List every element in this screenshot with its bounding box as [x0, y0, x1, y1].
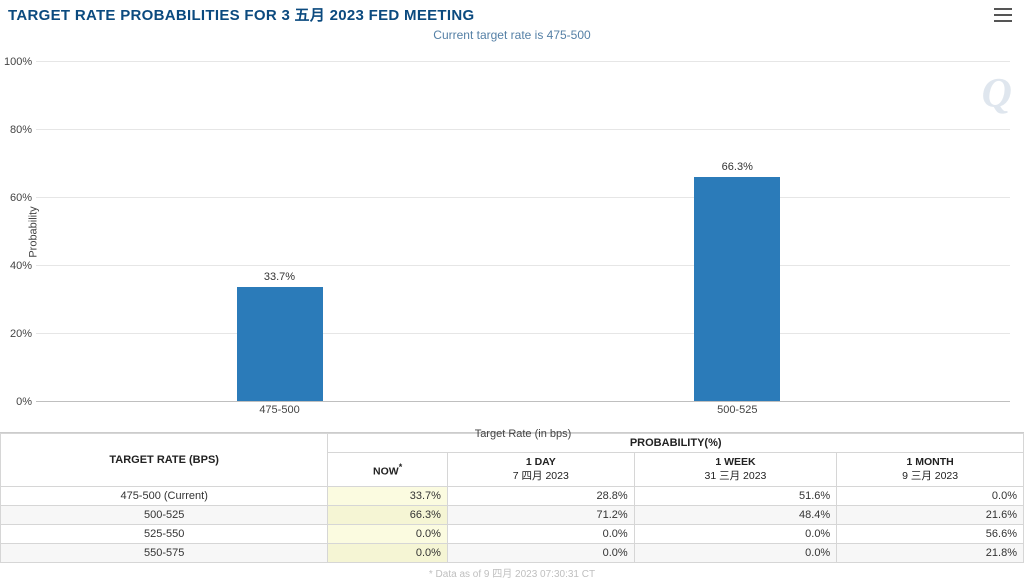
- cell-value: 21.8%: [837, 544, 1024, 563]
- col-subheader: 1 DAY7 四月 2023: [447, 453, 634, 487]
- cell-value: 0.0%: [328, 525, 448, 544]
- cell-rate: 525-550: [1, 525, 328, 544]
- cell-value: 51.6%: [634, 487, 837, 506]
- cell-value: 28.8%: [447, 487, 634, 506]
- bar-value-label: 66.3%: [694, 161, 780, 173]
- bar-chart: Current target rate is 475-500 Q Probabi…: [0, 28, 1024, 428]
- y-tick-label: 20%: [4, 328, 32, 340]
- cell-value: 48.4%: [634, 506, 837, 525]
- x-axis-line: [36, 401, 1010, 402]
- x-axis-label: Target Rate (in bps): [36, 428, 1010, 440]
- y-tick-label: 40%: [4, 260, 32, 272]
- bar-group: 66.3%: [694, 177, 780, 402]
- x-tick-label: 475-500: [259, 404, 299, 416]
- cell-value: 71.2%: [447, 506, 634, 525]
- page-root: TARGET RATE PROBABILITIES FOR 3 五月 2023 …: [0, 0, 1024, 580]
- hamburger-menu-icon[interactable]: [990, 4, 1016, 26]
- x-ticks: 475-500 500-525: [36, 404, 1010, 420]
- probability-table: TARGET RATE (BPS) PROBABILITY(%) NOW*1 D…: [0, 432, 1024, 580]
- x-tick-label: 500-525: [717, 404, 757, 416]
- cell-value: 33.7%: [328, 487, 448, 506]
- cell-rate: 475-500 (Current): [1, 487, 328, 506]
- y-tick-label: 100%: [4, 56, 32, 68]
- page-title: TARGET RATE PROBABILITIES FOR 3 五月 2023 …: [8, 4, 474, 25]
- cell-value: 56.6%: [837, 525, 1024, 544]
- col-header-target-rate: TARGET RATE (BPS): [1, 434, 328, 487]
- bar-value-label: 33.7%: [237, 271, 323, 283]
- cell-value: 0.0%: [837, 487, 1024, 506]
- col-subheader: 1 MONTH9 三月 2023: [837, 453, 1024, 487]
- bar: [694, 177, 780, 402]
- table-row: 500-52566.3%71.2%48.4%21.6%: [1, 506, 1024, 525]
- cell-value: 0.0%: [634, 525, 837, 544]
- cell-rate: 500-525: [1, 506, 328, 525]
- y-tick-label: 60%: [4, 192, 32, 204]
- cell-value: 0.0%: [447, 525, 634, 544]
- table-row: 550-5750.0%0.0%0.0%21.8%: [1, 544, 1024, 563]
- cell-value: 0.0%: [447, 544, 634, 563]
- cell-value: 0.0%: [328, 544, 448, 563]
- y-tick-label: 80%: [4, 124, 32, 136]
- cell-value: 66.3%: [328, 506, 448, 525]
- cell-value: 0.0%: [634, 544, 837, 563]
- table-footnote: * Data as of 9 四月 2023 07:30:31 CT: [0, 563, 1024, 580]
- bar-group: 33.7%: [237, 287, 323, 402]
- table-row: 475-500 (Current)33.7%28.8%51.6%0.0%: [1, 487, 1024, 506]
- cell-rate: 550-575: [1, 544, 328, 563]
- y-tick-label: 0%: [4, 396, 32, 408]
- bars-container: 33.7% 66.3%: [36, 62, 1010, 402]
- header: TARGET RATE PROBABILITIES FOR 3 五月 2023 …: [0, 0, 1024, 26]
- col-subheader: 1 WEEK31 三月 2023: [634, 453, 837, 487]
- chart-subtitle: Current target rate is 475-500: [0, 28, 1024, 42]
- table-row: 525-5500.0%0.0%0.0%56.6%: [1, 525, 1024, 544]
- bar: [237, 287, 323, 402]
- cell-value: 21.6%: [837, 506, 1024, 525]
- col-subheader: NOW*: [328, 453, 448, 487]
- plot-area: Probability 0%20%40%60%80%100% 33.7%66.3…: [36, 62, 1010, 402]
